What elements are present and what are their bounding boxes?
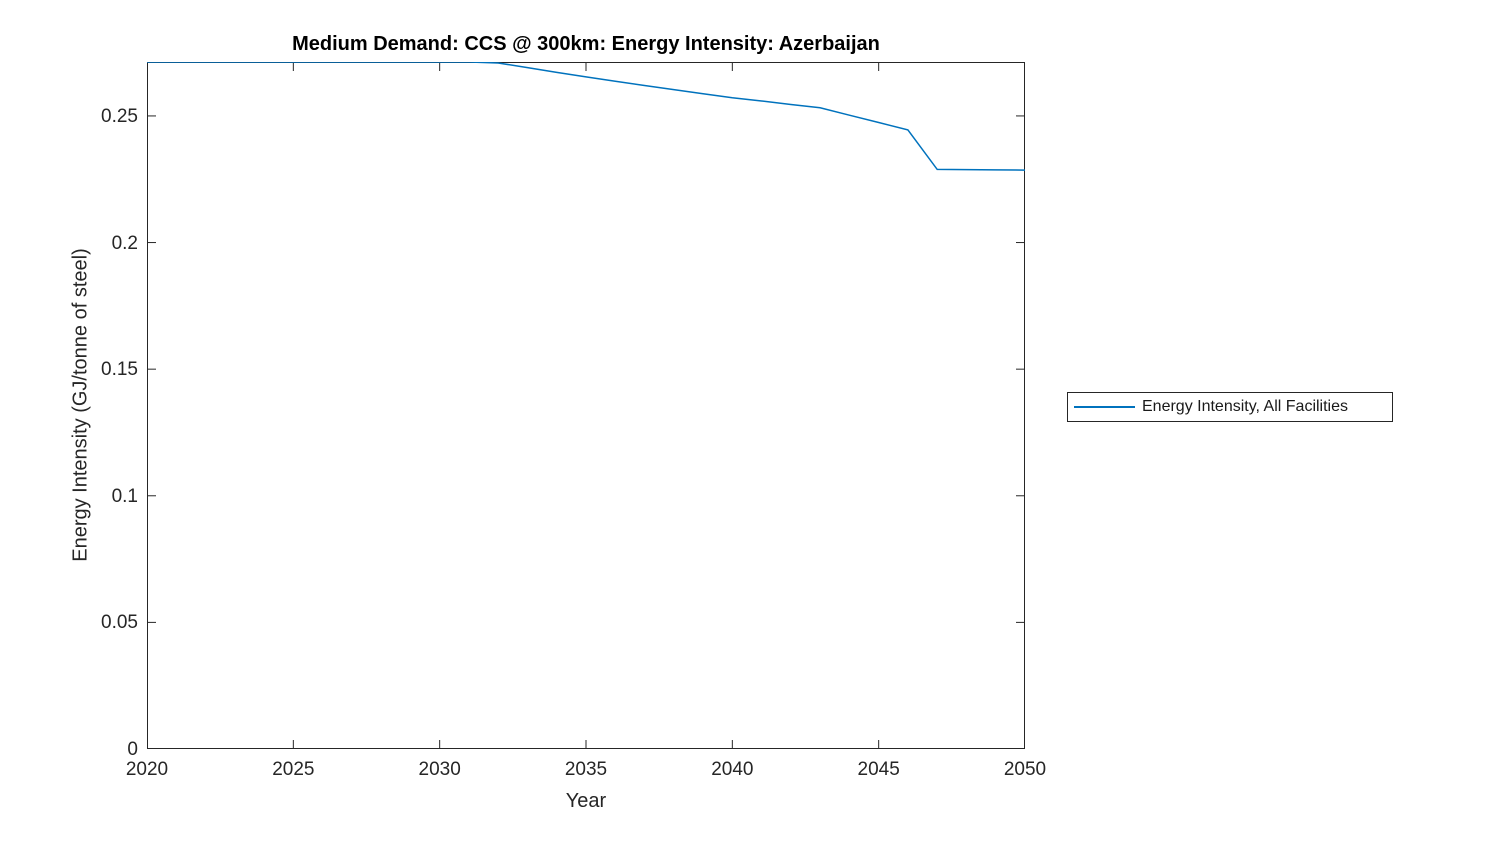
- x-tick-label: 2040: [711, 759, 754, 780]
- legend: Energy Intensity, All Facilities: [1067, 392, 1393, 422]
- chart-title: Medium Demand: CCS @ 300km: Energy Inten…: [292, 33, 880, 55]
- y-axis-label: Energy Intensity (GJ/tonne of steel): [69, 248, 92, 562]
- y-tick-label: 0.1: [111, 485, 138, 507]
- legend-line-swatch: [1074, 406, 1135, 408]
- x-tick-label: 2020: [125, 759, 169, 780]
- legend-entry-label: Energy Intensity, All Facilities: [1142, 398, 1349, 415]
- x-tick-label: 2050: [1003, 759, 1047, 780]
- y-tick-label: 0.25: [101, 105, 138, 127]
- axes-box: [147, 62, 1025, 749]
- x-tick-label: 2030: [418, 759, 461, 780]
- series-line: [147, 62, 1025, 171]
- y-tick-label: 0.2: [111, 232, 138, 254]
- x-tick-label: 2045: [857, 759, 900, 780]
- x-axis-label: Year: [565, 790, 607, 812]
- x-tick-label: 2025: [272, 759, 315, 780]
- y-tick-label: 0.05: [101, 612, 138, 634]
- y-tick-label: 0.15: [101, 359, 138, 381]
- x-tick-label: 2035: [564, 759, 608, 780]
- plot-area: [147, 62, 1025, 749]
- y-tick-label: 0: [127, 739, 138, 760]
